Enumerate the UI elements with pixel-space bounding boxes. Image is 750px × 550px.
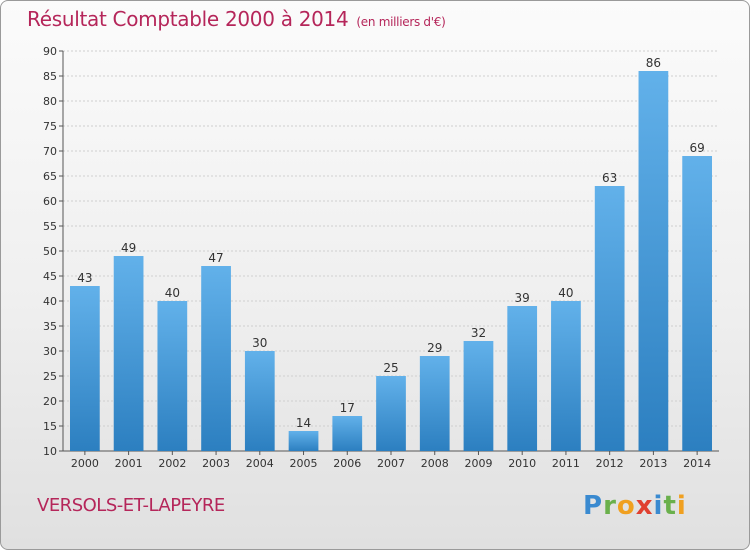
bar (376, 376, 406, 451)
x-tick-label: 2004 (246, 457, 274, 470)
bar (244, 351, 275, 451)
y-tick-label: 15 (43, 420, 57, 433)
x-tick-label: 2011 (552, 457, 580, 470)
y-tick-label: 40 (43, 295, 57, 308)
city-name: VERSOLS-ET-LAPEYRE (37, 495, 225, 516)
bar-value-label: 47 (208, 251, 223, 265)
y-tick-label: 55 (43, 220, 57, 233)
bar (113, 256, 144, 451)
bar (201, 266, 231, 451)
x-tick-label: 2002 (158, 457, 186, 470)
y-tick-label: 70 (43, 145, 57, 158)
proxiti-logo[interactable]: Proxiti (583, 491, 687, 521)
x-tick-label: 2005 (290, 457, 318, 470)
x-tick-label: 2010 (508, 457, 536, 470)
y-tick-label: 30 (43, 345, 57, 358)
bar-value-label: 30 (252, 336, 267, 350)
bar-value-label: 17 (340, 401, 355, 415)
bar-value-label: 29 (427, 341, 442, 355)
bar-value-label: 63 (602, 171, 617, 185)
y-tick-label: 35 (43, 320, 57, 333)
x-tick-label: 2001 (115, 457, 143, 470)
bar-value-label: 40 (558, 286, 573, 300)
bar-value-label: 86 (646, 56, 661, 70)
y-tick-label: 10 (43, 445, 57, 458)
bar (288, 431, 319, 451)
y-tick-label: 80 (43, 95, 57, 108)
bar-value-label: 49 (121, 241, 136, 255)
x-tick-label: 2009 (464, 457, 492, 470)
x-tick-label: 2006 (333, 457, 361, 470)
x-tick-label: 2012 (596, 457, 624, 470)
bar (507, 306, 538, 451)
bar (332, 416, 363, 451)
y-tick-label: 60 (43, 195, 57, 208)
y-tick-label: 85 (43, 70, 57, 83)
bar (682, 156, 713, 451)
y-tick-label: 20 (43, 395, 57, 408)
bar (157, 301, 188, 451)
bar-value-label: 69 (689, 141, 704, 155)
y-tick-label: 50 (43, 245, 57, 258)
bar (594, 186, 625, 451)
axes: 10 15 20 25 30 35 40 45 50 55 60 65 70 75 80 85 90 (43, 45, 719, 458)
y-tick-label: 25 (43, 370, 57, 383)
x-tick-label: 2003 (202, 457, 230, 470)
bar-value-label: 40 (165, 286, 180, 300)
x-tick-label: 2014 (683, 457, 711, 470)
x-tick-label: 2008 (421, 457, 449, 470)
bar (69, 286, 100, 451)
bar (638, 71, 669, 451)
bar (551, 301, 581, 451)
value-labels: 43 2000 49 2001 40 2002 47 2003 30 2004 14 2005 17 20… (71, 56, 711, 470)
x-tick-label: 2007 (377, 457, 405, 470)
bar-value-label: 25 (383, 361, 398, 375)
y-tick-label: 45 (43, 270, 57, 283)
bars (69, 71, 713, 451)
bar-value-label: 14 (296, 416, 311, 430)
x-tick-label: 2013 (639, 457, 667, 470)
chart-title: Résultat Comptable 2000 à 2014 (en millie… (27, 7, 446, 31)
y-tick-label: 75 (43, 120, 57, 133)
chart-subtitle: (en milliers d'€) (356, 15, 446, 29)
bar-value-label: 32 (471, 326, 486, 340)
x-tick-label: 2000 (71, 457, 99, 470)
y-tick-label: 90 (43, 45, 57, 58)
chart-title-text: Résultat Comptable 2000 à 2014 (27, 7, 349, 31)
y-tick-label: 65 (43, 170, 57, 183)
bar (463, 341, 494, 451)
bar-value-label: 43 (77, 271, 92, 285)
bar (419, 356, 450, 451)
bar-value-label: 39 (515, 291, 530, 305)
